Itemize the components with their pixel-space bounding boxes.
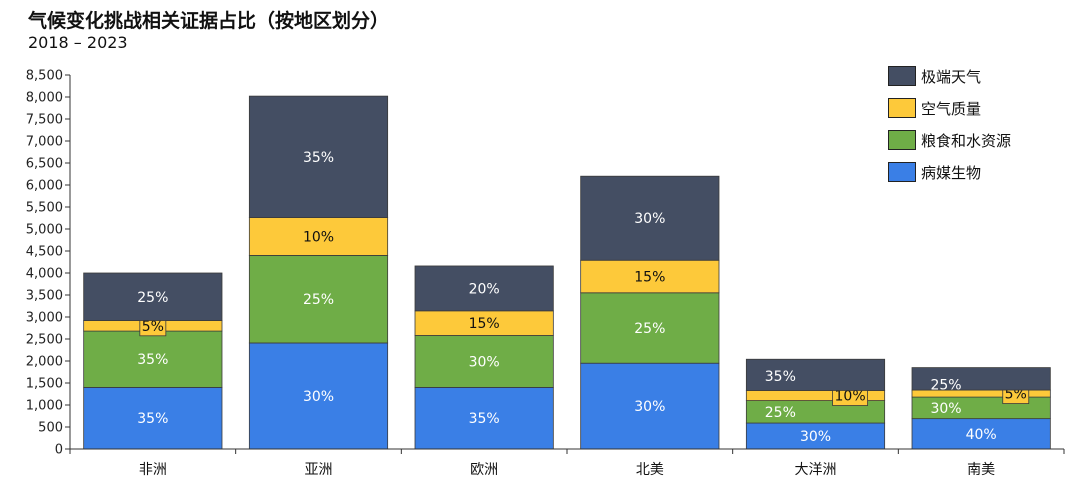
y-tick-label: 4,500 bbox=[26, 245, 63, 260]
legend-item-air-quality: 空气质量 bbox=[888, 98, 1011, 118]
bar-segment-food_water bbox=[248, 254, 389, 344]
bar-segment-air_quality bbox=[248, 217, 389, 256]
bar-segment-label: 25% bbox=[765, 405, 796, 421]
y-tick-label: 500 bbox=[38, 421, 63, 436]
bar-segment-food_water bbox=[83, 330, 223, 388]
bar-segment-label: 30% bbox=[303, 389, 334, 405]
y-tick-label: 8,000 bbox=[26, 91, 63, 106]
y-tick-label: 1,000 bbox=[26, 399, 63, 414]
y-tick-label: 2,000 bbox=[26, 355, 63, 370]
bar-segment-extreme_weather bbox=[580, 175, 720, 261]
bar-segment-pathogens bbox=[580, 362, 720, 450]
x-category-label: 北美 bbox=[636, 462, 664, 478]
bar-segment-extreme_weather bbox=[248, 95, 389, 218]
bar-segment-label: 20% bbox=[469, 281, 500, 297]
y-tick-label: 1,500 bbox=[26, 377, 63, 392]
legend-swatch-air-quality bbox=[888, 98, 916, 118]
bar-segment-label: 30% bbox=[930, 401, 961, 417]
bar-segment-extreme_weather bbox=[745, 358, 886, 391]
x-category-label: 亚洲 bbox=[305, 462, 333, 478]
legend-item-food-water: 粮食和水资源 bbox=[888, 130, 1011, 150]
y-tick-label: 5,000 bbox=[26, 223, 63, 238]
legend-label-food-water: 粮食和水资源 bbox=[921, 131, 1012, 150]
y-tick-label: 8,500 bbox=[26, 69, 63, 84]
bar-segment-extreme_weather bbox=[911, 367, 1051, 391]
bar-segment-pathogens bbox=[248, 342, 389, 450]
bar-segment-label: 35% bbox=[137, 411, 168, 427]
legend-swatch-food-water bbox=[888, 130, 916, 150]
legend-label-air-quality: 空气质量 bbox=[921, 99, 982, 118]
x-category-label: 非洲 bbox=[139, 462, 167, 478]
legend-swatch-pathogens bbox=[888, 162, 916, 182]
legend-label-pathogens: 病媒生物 bbox=[921, 163, 982, 182]
x-category-label: 南美 bbox=[967, 462, 995, 478]
bar-segment-label: 10% bbox=[835, 389, 866, 405]
bar-segment-label: 15% bbox=[469, 316, 500, 332]
bar-segment-extreme_weather bbox=[414, 265, 554, 312]
bar-segment-label: 25% bbox=[930, 378, 961, 394]
bar-segment-label: 35% bbox=[303, 150, 334, 166]
bar-segment-pathogens bbox=[83, 386, 223, 450]
bar-segment-label: 35% bbox=[469, 411, 500, 427]
bar-segment-label: 25% bbox=[634, 321, 665, 337]
bar-segment-label: 30% bbox=[469, 354, 500, 370]
y-tick-label: 7,000 bbox=[26, 135, 63, 150]
y-tick-label: 4,000 bbox=[26, 267, 63, 282]
y-tick-label: 6,000 bbox=[26, 179, 63, 194]
x-category-label: 大洋洲 bbox=[795, 462, 837, 478]
chart-subtitle: 2018 – 2023 bbox=[28, 33, 128, 52]
bar-segment-label: 10% bbox=[303, 229, 334, 245]
bar-segment-label: 35% bbox=[765, 369, 796, 385]
bar-segment-extreme_weather bbox=[83, 272, 223, 321]
y-tick-label: 7,500 bbox=[26, 113, 63, 128]
bar-segment-label: 30% bbox=[634, 399, 665, 415]
bar-segment-label: 30% bbox=[634, 211, 665, 227]
y-tick-label: 2,500 bbox=[26, 333, 63, 348]
legend-label-extreme-weather: 极端天气 bbox=[921, 67, 982, 86]
bar-segment-label: 25% bbox=[303, 292, 334, 308]
bar-segment-label: 5% bbox=[1005, 387, 1027, 403]
y-tick-label: 0 bbox=[55, 443, 63, 458]
bar-segment-label: 15% bbox=[634, 270, 665, 286]
bar-segment-label: 35% bbox=[137, 352, 168, 368]
chart-legend: 极端天气 空气质量 粮食和水资源 病媒生物 bbox=[888, 66, 1011, 194]
bar-segment-air_quality bbox=[414, 310, 554, 336]
bar-segment-label: 30% bbox=[800, 429, 831, 445]
y-tick-label: 6,500 bbox=[26, 157, 63, 172]
bar-segment-label: 25% bbox=[137, 290, 168, 306]
legend-item-pathogens: 病媒生物 bbox=[888, 162, 1011, 182]
legend-swatch-extreme-weather bbox=[888, 66, 916, 86]
legend-item-extreme-weather: 极端天气 bbox=[888, 66, 1011, 86]
y-tick-label: 5,500 bbox=[26, 201, 63, 216]
x-category-label: 欧洲 bbox=[470, 462, 498, 478]
bar-segment-air_quality bbox=[580, 259, 720, 294]
bar-segment-label: 5% bbox=[142, 319, 164, 335]
chart-title: 气候变化挑战相关证据占比（按地区划分） bbox=[28, 10, 390, 32]
bar-segment-label: 40% bbox=[966, 427, 997, 443]
y-tick-label: 3,500 bbox=[26, 289, 63, 304]
bar-segment-food_water bbox=[580, 292, 720, 364]
y-tick-label: 3,000 bbox=[26, 311, 63, 326]
bar-segment-food_water bbox=[414, 335, 554, 388]
